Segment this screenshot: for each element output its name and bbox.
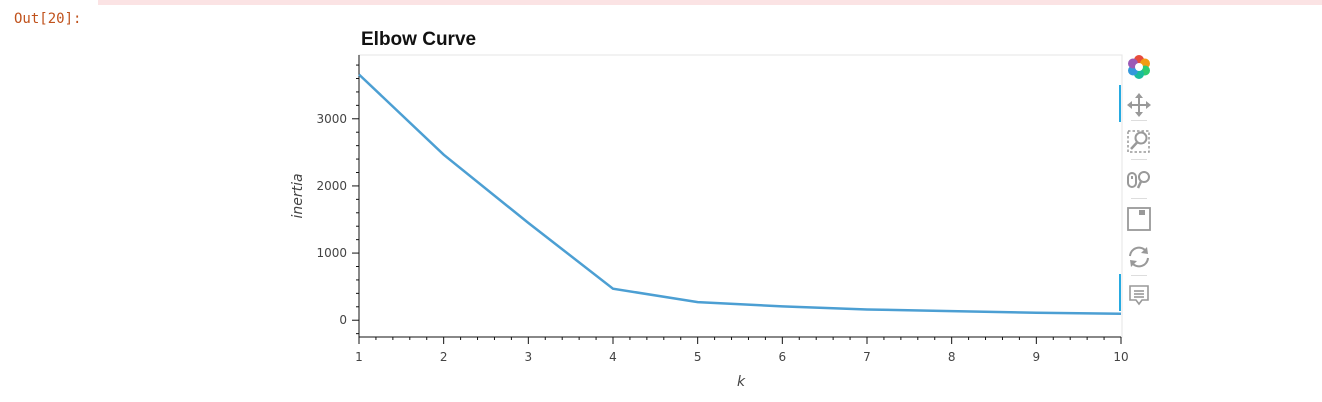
- x-tick-label: 4: [609, 350, 617, 364]
- pan-icon[interactable]: [1126, 92, 1152, 118]
- box-zoom-icon[interactable]: [1126, 128, 1152, 154]
- hover-icon[interactable]: [1126, 283, 1152, 309]
- reset-icon[interactable]: [1126, 244, 1152, 270]
- active-tool-indicator: [1119, 274, 1121, 311]
- y-axis: 0 1000 2000 3000: [316, 55, 360, 337]
- x-tick-label: 8: [948, 350, 956, 364]
- bokeh-logo-icon[interactable]: [1126, 54, 1152, 80]
- x-axis-label: k: [737, 374, 746, 390]
- save-icon[interactable]: [1126, 206, 1152, 232]
- toolbar-divider: [1131, 198, 1147, 199]
- x-tick-label: 10: [1113, 350, 1128, 364]
- toolbar-divider: [1131, 159, 1147, 160]
- y-tick-label: 1000: [316, 246, 347, 260]
- x-tick-label: 5: [694, 350, 702, 364]
- y-tick-label: 2000: [316, 179, 347, 193]
- y-tick-label: 3000: [316, 112, 347, 126]
- toolbar-divider: [1131, 120, 1147, 121]
- plot-toolbar: [1118, 50, 1160, 311]
- x-tick-label: 7: [863, 350, 871, 364]
- x-tick-label: 1: [355, 350, 363, 364]
- plot-frame: [358, 54, 1123, 338]
- x-tick-label: 6: [779, 350, 787, 364]
- x-tick-label: 3: [525, 350, 533, 364]
- output-prompt: Out[20]:: [14, 11, 82, 27]
- previous-cell-output-strip: [98, 0, 1322, 5]
- series-line: [358, 73, 1122, 316]
- x-tick-label: 2: [440, 350, 448, 364]
- x-tick-label: 9: [1033, 350, 1041, 364]
- y-tick-label: 0: [339, 313, 347, 327]
- toolbar-divider: [1131, 275, 1147, 276]
- chart-title: Elbow Curve: [361, 29, 476, 50]
- y-axis-label: inertia: [290, 173, 306, 218]
- active-tool-indicator: [1119, 85, 1121, 122]
- x-axis: 1 2 3 4 5 6 7 8 9 10: [355, 336, 1129, 364]
- wheel-zoom-icon[interactable]: [1126, 167, 1152, 193]
